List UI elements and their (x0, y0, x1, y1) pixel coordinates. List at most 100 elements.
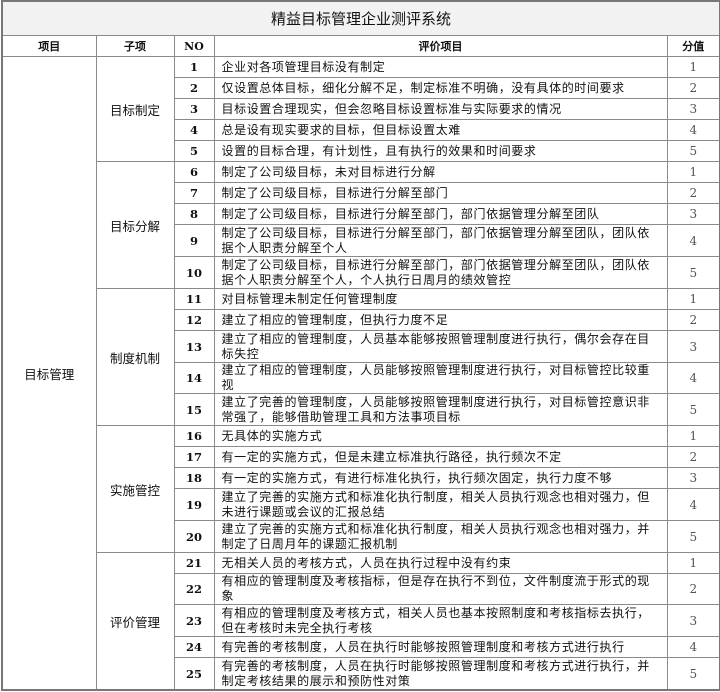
row-description: 制定了公司级目标，目标进行分解至部门 (213, 182, 668, 204)
row-description: 设置的目标合理，有计划性，且有执行的效果和时间要求 (213, 140, 668, 162)
table-row: 4 总是设有现实要求的目标，但目标设置太难 4 (2, 119, 720, 141)
table-row: 20 建立了完善的实施方式和标准化执行制度，相关人员执行观念也相对强力，并制定了日… (2, 520, 720, 553)
row-score: 4 (666, 362, 720, 394)
row-number: 17 (173, 446, 215, 468)
row-number: 19 (173, 488, 215, 521)
subitem-cell: 目标制定 (95, 56, 175, 162)
row-score: 1 (666, 56, 720, 78)
row-description: 有完善的考核制度，人员在执行时能够按照管理制度和考核方式进行执行，并制定考核结果… (213, 657, 668, 691)
row-score: 2 (666, 573, 720, 605)
row-description: 有完善的考核制度，人员在执行时能够按照管理制度和考核方式进行执行 (213, 636, 668, 658)
table-row: 2 仅设置总体目标，细化分解不足，制定标准不明确，没有具体的时间要求 2 (2, 77, 720, 99)
header-desc: 评价项目 (213, 35, 668, 57)
row-number: 11 (173, 288, 215, 310)
row-description: 制定了公司级目标，目标进行分解至部门，部门依据管理分解至团队 (213, 203, 668, 225)
row-description: 建立了完善的管理制度，人员能够按照管理制度进行执行，对目标管控意识非常强了，能够… (213, 393, 668, 426)
row-number: 3 (173, 98, 215, 120)
row-number: 23 (173, 604, 215, 637)
row-number: 16 (173, 425, 215, 447)
table-row: 8 制定了公司级目标，目标进行分解至部门，部门依据管理分解至团队 3 (2, 203, 720, 225)
header-score: 分值 (666, 35, 720, 57)
row-description: 建立了相应的管理制度，但执行力度不足 (213, 309, 668, 331)
row-score: 5 (666, 140, 720, 162)
row-number: 6 (173, 161, 215, 183)
row-number: 4 (173, 119, 215, 141)
row-number: 12 (173, 309, 215, 331)
row-description: 总是设有现实要求的目标，但目标设置太难 (213, 119, 668, 141)
row-description: 对目标管理未制定任何管理制度 (213, 288, 668, 310)
row-description: 仅设置总体目标，细化分解不足，制定标准不明确，没有具体的时间要求 (213, 77, 668, 99)
row-number: 21 (173, 552, 215, 574)
row-score: 4 (666, 488, 720, 521)
header-no: NO (173, 35, 215, 57)
table-row: 9 制定了公司级目标，目标进行分解至部门，部门依据管理分解至团队，团队依据个人职责… (2, 224, 720, 257)
row-number: 8 (173, 203, 215, 225)
table-row: 19 建立了完善的实施方式和标准化执行制度，相关人员执行观念也相对强力，但未进行课… (2, 488, 720, 521)
row-score: 3 (666, 330, 720, 363)
row-score: 2 (666, 309, 720, 331)
row-description: 制定了公司级目标，未对目标进行分解 (213, 161, 668, 183)
subitem-cell: 制度机制 (95, 288, 175, 426)
table-row: 评价管理 21 无相关人员的考核方式，人员在执行过程中没有约束 1 (2, 552, 720, 691)
row-description: 制定了公司级目标，目标进行分解至部门，部门依据管理分解至团队，团队依据个人职责分… (213, 224, 668, 257)
row-description: 有一定的实施方式，有进行标准化执行，执行频次固定，执行力度不够 (213, 467, 668, 489)
row-score: 4 (666, 636, 720, 658)
row-description: 有一定的实施方式，但是未建立标准执行路径，执行频次不定 (213, 446, 668, 468)
table-row: 目标分解 6 制定了公司级目标，未对目标进行分解 1 (2, 161, 720, 289)
table-row: 制度机制 11 对目标管理未制定任何管理制度 1 (2, 288, 720, 426)
row-description: 无具体的实施方式 (213, 425, 668, 447)
table-row: 15 建立了完善的管理制度，人员能够按照管理制度进行执行，对目标管控意识非常强了，… (2, 393, 720, 426)
row-number: 7 (173, 182, 215, 204)
row-score: 5 (666, 657, 720, 691)
table-row: 13 建立了相应的管理制度，人员基本能够按照管理制度进行执行，偶尔会存在目标失控 3 (2, 330, 720, 363)
table-title: 精益目标管理企业测评系统 (1, 0, 720, 36)
table-row: 3 目标设置合理现实，但会忽略目标设置标准与实际要求的情况 3 (2, 98, 720, 120)
row-description: 有相应的管理制度及考核方式，相关人员也基本按照制度和考核指标去执行，但在考核时未… (213, 604, 668, 637)
table-row: 25 有完善的考核制度，人员在执行时能够按照管理制度和考核方式进行执行，并制定考核… (2, 657, 720, 691)
row-number: 20 (173, 520, 215, 553)
row-score: 5 (666, 520, 720, 553)
row-description: 建立了完善的实施方式和标准化执行制度，相关人员执行观念也相对强力，并制定了日周月… (213, 520, 668, 553)
row-description: 企业对各项管理目标没有制定 (213, 56, 668, 78)
row-number: 9 (173, 224, 215, 257)
row-number: 18 (173, 467, 215, 489)
row-number: 22 (173, 573, 215, 605)
header-sub: 子项 (95, 35, 175, 57)
row-score: 4 (666, 224, 720, 257)
table-row: 22 有相应的管理制度及考核指标，但是存在执行不到位，文件制度流于形式的现象 2 (2, 573, 720, 605)
header-item: 项目 (1, 35, 97, 57)
table-row: 18 有一定的实施方式，有进行标准化执行，执行频次固定，执行力度不够 3 (2, 467, 720, 489)
table-row: 目标管理 目标制定 1 企业对各项管理目标没有制定 1 (1, 56, 720, 691)
table-row: 23 有相应的管理制度及考核方式，相关人员也基本按照制度和考核指标去执行，但在考核… (2, 604, 720, 637)
row-score: 3 (666, 98, 720, 120)
row-description: 建立了相应的管理制度，人员基本能够按照管理制度进行执行，偶尔会存在目标失控 (213, 330, 668, 363)
row-score: 2 (666, 77, 720, 99)
row-score: 3 (666, 604, 720, 637)
subitem-cell: 目标分解 (95, 161, 175, 289)
row-score: 5 (666, 256, 720, 289)
row-number: 14 (173, 362, 215, 394)
row-number: 1 (173, 56, 215, 78)
row-description: 有相应的管理制度及考核指标，但是存在执行不到位，文件制度流于形式的现象 (213, 573, 668, 605)
row-description: 建立了完善的实施方式和标准化执行制度，相关人员执行观念也相对强力，但未进行课题或… (213, 488, 668, 521)
table-body: 目标管理 目标制定 1 企业对各项管理目标没有制定 1 2 仅设置总体目标，细化分解不足，制… (1, 56, 720, 691)
row-score: 3 (666, 467, 720, 489)
table-row: 24 有完善的考核制度，人员在执行时能够按照管理制度和考核方式进行执行 4 (2, 636, 720, 658)
row-score: 2 (666, 182, 720, 204)
table-row: 5 设置的目标合理，有计划性，且有执行的效果和时间要求 5 (2, 140, 720, 162)
row-description: 制定了公司级目标，目标进行分解至部门，部门依据管理分解至团队，团队依据个人职责分… (213, 256, 668, 289)
row-score: 3 (666, 203, 720, 225)
row-number: 5 (173, 140, 215, 162)
row-description: 目标设置合理现实，但会忽略目标设置标准与实际要求的情况 (213, 98, 668, 120)
subitem-cell: 评价管理 (95, 552, 175, 691)
row-score: 1 (666, 552, 720, 574)
subitem-cell: 实施管控 (95, 425, 175, 553)
row-score: 1 (666, 288, 720, 310)
row-number: 24 (173, 636, 215, 658)
row-score: 2 (666, 446, 720, 468)
row-description: 建立了相应的管理制度，人员能够按照管理制度进行执行，对目标管控比较重视 (213, 362, 668, 394)
row-description: 无相关人员的考核方式，人员在执行过程中没有约束 (213, 552, 668, 574)
row-score: 4 (666, 119, 720, 141)
table-row: 实施管控 16 无具体的实施方式 1 (2, 425, 720, 553)
